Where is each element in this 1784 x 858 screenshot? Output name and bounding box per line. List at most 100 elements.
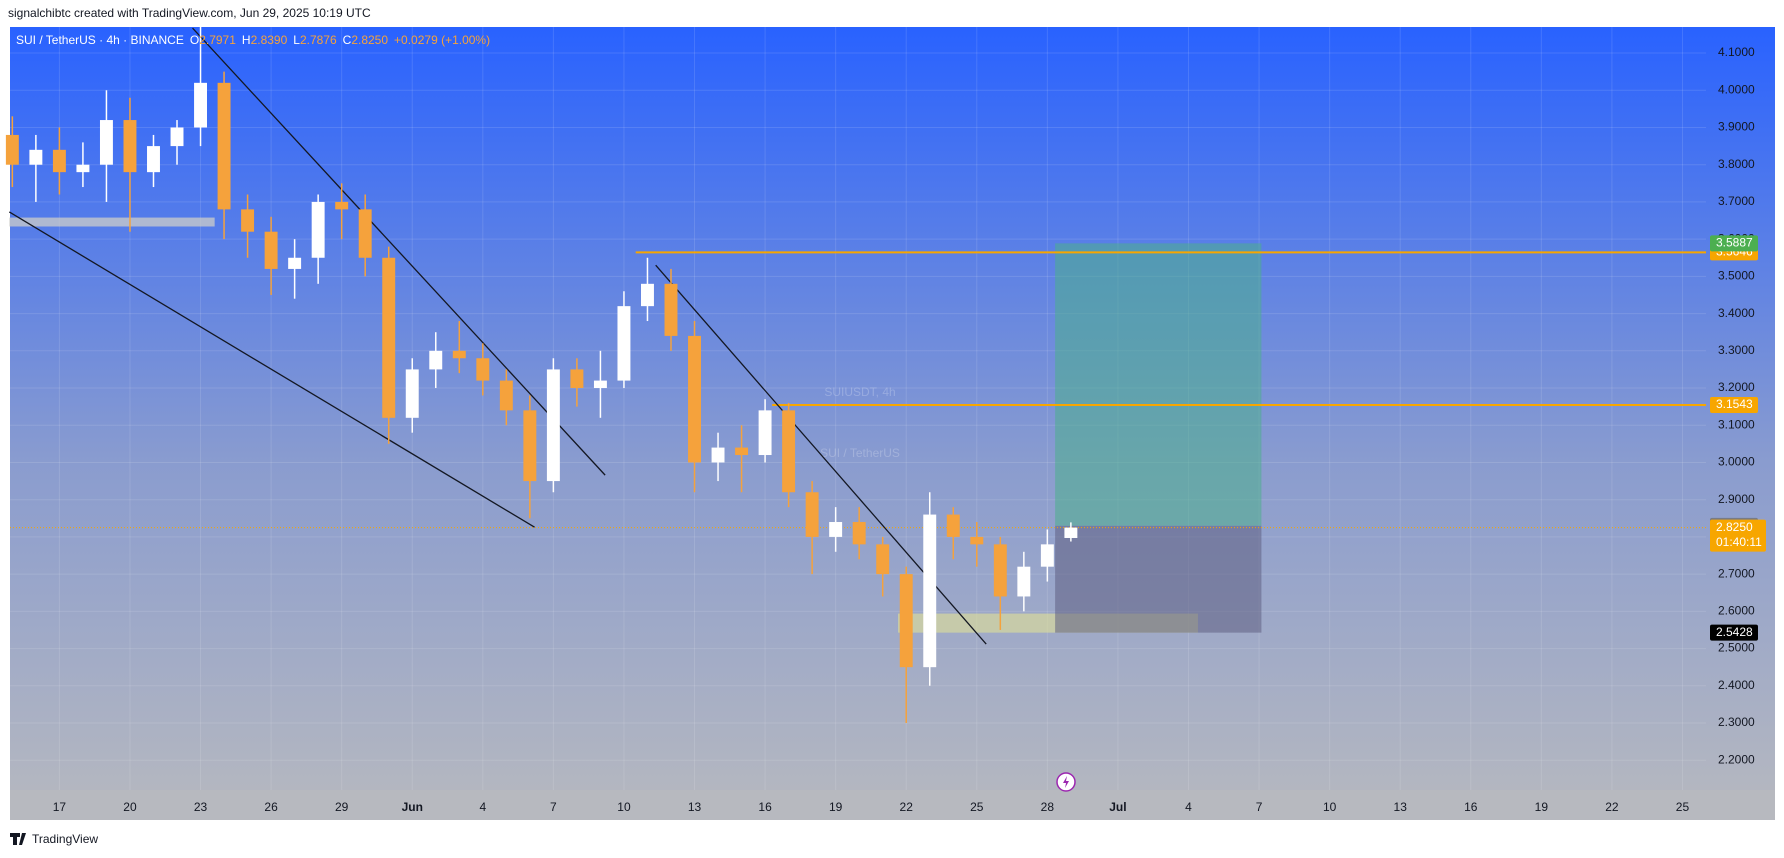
x-tick-label: 4	[479, 800, 486, 814]
y-tick-label: 2.9000	[1718, 492, 1755, 506]
candle-body	[217, 82, 231, 210]
candle-body	[852, 522, 866, 545]
y-tick-label: 3.9000	[1718, 120, 1755, 134]
x-tick-label: 20	[123, 800, 137, 814]
x-tick-label: 26	[264, 800, 278, 814]
y-tick-label: 3.7000	[1718, 194, 1755, 208]
candle-body	[405, 369, 419, 418]
countdown: 01:40:11	[1716, 535, 1762, 549]
candle-body	[29, 149, 43, 165]
last-price-tag: 2.8250	[1716, 520, 1753, 534]
candle-body	[899, 574, 913, 668]
candle-body	[147, 146, 160, 173]
candle-body	[52, 149, 66, 173]
hline-price-tag: 3.1543	[1716, 397, 1753, 411]
last-price-tag-bg	[1710, 519, 1766, 552]
footer: TradingView	[32, 832, 98, 846]
candle-body	[758, 410, 772, 456]
legend-ohlc-value: 2.7971	[199, 33, 236, 47]
y-tick-label: 2.2000	[1718, 752, 1755, 766]
target-price-tag-bg	[1710, 235, 1758, 252]
time-axis-bg	[10, 790, 1775, 820]
watermark-title: SUIUSDT, 4h	[824, 385, 895, 399]
y-tick-label: 2.7000	[1718, 566, 1755, 580]
candle-body	[617, 306, 631, 381]
candle-body	[593, 380, 607, 389]
candle-body	[194, 82, 208, 128]
candle-body	[241, 209, 255, 232]
x-tick-label: 13	[1394, 800, 1408, 814]
x-tick-label: 22	[900, 800, 914, 814]
candle-body	[1040, 544, 1054, 567]
zone	[9, 217, 215, 227]
x-tick-label: 19	[829, 800, 843, 814]
legend-ohlc-label: C	[343, 33, 352, 47]
x-tick-label: 10	[1323, 800, 1337, 814]
candle-body	[170, 127, 184, 147]
y-tick-label: 3.0000	[1718, 455, 1755, 469]
candle-body	[641, 283, 654, 307]
candle-body	[358, 209, 372, 258]
legend: SUI / TetherUS · 4h · BINANCE O2.7971 H2.8…	[16, 33, 490, 47]
profit-zone	[1055, 243, 1262, 526]
loss-zone	[1055, 525, 1262, 633]
candle-body	[335, 201, 349, 210]
candle-body	[876, 544, 890, 575]
candle-body	[546, 369, 560, 482]
candle-body	[711, 447, 725, 463]
chart-bg	[10, 27, 1775, 820]
header: signalchibtc created with TradingView.co…	[8, 6, 371, 20]
x-tick-label: 28	[1041, 800, 1055, 814]
y-tick-label: 3.1000	[1718, 417, 1755, 431]
x-tick-label: 29	[335, 800, 349, 814]
candle-body	[735, 447, 749, 456]
y-tick-label: 3.3000	[1718, 343, 1755, 357]
x-tick-label: 13	[688, 800, 702, 814]
trendline	[8, 211, 535, 528]
trendline	[192, 27, 606, 476]
legend-ohlc-label: H	[242, 33, 251, 47]
candle-body	[429, 350, 443, 370]
candle-body	[664, 283, 678, 336]
candle-body	[570, 369, 584, 389]
candle-body	[946, 514, 960, 537]
legend-ohlc-label: L	[293, 33, 300, 47]
legend-ohlc-value: 2.7876	[300, 33, 337, 47]
watermark-subtitle: SUI / TetherUS	[820, 446, 900, 460]
candle-body	[829, 522, 843, 537]
candle-body	[476, 358, 490, 381]
candle-body	[970, 536, 984, 545]
y-tick-label: 4.0000	[1718, 82, 1755, 96]
legend-ohlc-value: 2.8390	[251, 33, 288, 47]
x-tick-label: 16	[1464, 800, 1478, 814]
candle-body	[1064, 527, 1078, 538]
legend-ohlc-value: 2.8250	[351, 33, 388, 47]
x-tick-label: 23	[194, 800, 208, 814]
candle-body	[923, 514, 937, 668]
candle-body	[805, 492, 819, 537]
y-tick-label: 2.5000	[1718, 641, 1755, 655]
candle-body	[452, 350, 466, 359]
y-tick-label: 3.5000	[1718, 269, 1755, 283]
candle-body	[5, 134, 19, 165]
candle-body	[99, 120, 113, 165]
y-tick-label: 3.2000	[1718, 380, 1755, 394]
alert-icon[interactable]	[1056, 772, 1076, 792]
x-tick-label: 25	[1676, 800, 1690, 814]
y-tick-label: 2.3000	[1718, 715, 1755, 729]
y-tick-label: 3.4000	[1718, 306, 1755, 320]
legend-change: +0.0279 (+1.00%)	[394, 33, 490, 47]
stop-price-tag-bg	[1710, 624, 1758, 641]
stop-price-tag: 2.5428	[1716, 625, 1753, 639]
x-tick-label: Jul	[1109, 800, 1126, 814]
y-tick-label: 2.6000	[1718, 604, 1755, 618]
candle-body	[523, 410, 537, 482]
x-tick-label: 17	[53, 800, 67, 814]
candle-body	[123, 120, 137, 173]
x-tick-label: 7	[1256, 800, 1263, 814]
candle-body	[264, 231, 278, 269]
y-tick-label: 4.1000	[1718, 45, 1755, 59]
candle-body	[288, 257, 302, 269]
candle-body	[782, 410, 796, 493]
